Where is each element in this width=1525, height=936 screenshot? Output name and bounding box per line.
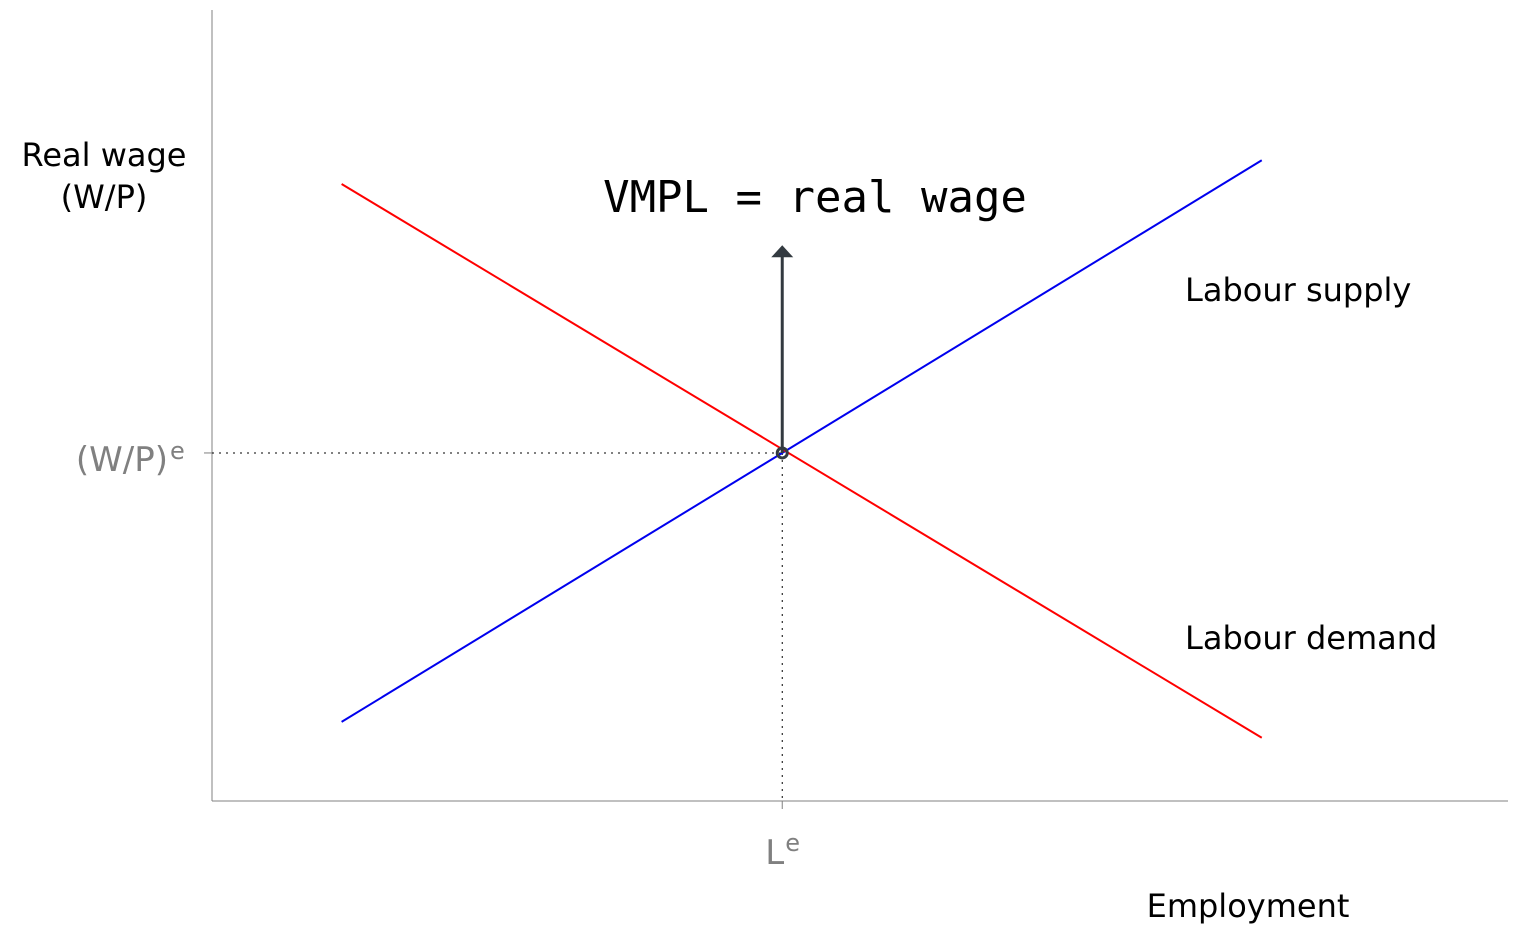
equilibrium-point — [775, 446, 789, 460]
labour-demand-line — [341, 183, 1263, 739]
y-tick-label: (W/P) — [76, 440, 168, 480]
legend-labour-demand: Labour demand — [1185, 619, 1437, 657]
x-axis-label: Employment — [1147, 887, 1350, 925]
legend-labour-supply: Labour supply — [1185, 271, 1411, 309]
y-axis-label-line2: (W/P) — [61, 178, 148, 216]
x-tick-label: L — [765, 833, 784, 873]
labour-supply-line — [341, 159, 1263, 723]
y-axis-label-line1: Real wage — [22, 136, 187, 174]
y-tick-superscript: e — [170, 437, 185, 465]
arrow-head-icon — [771, 245, 794, 258]
vmpl-annotation: VMPL = real wage — [603, 172, 1027, 223]
x-tick-superscript: e — [785, 829, 800, 857]
